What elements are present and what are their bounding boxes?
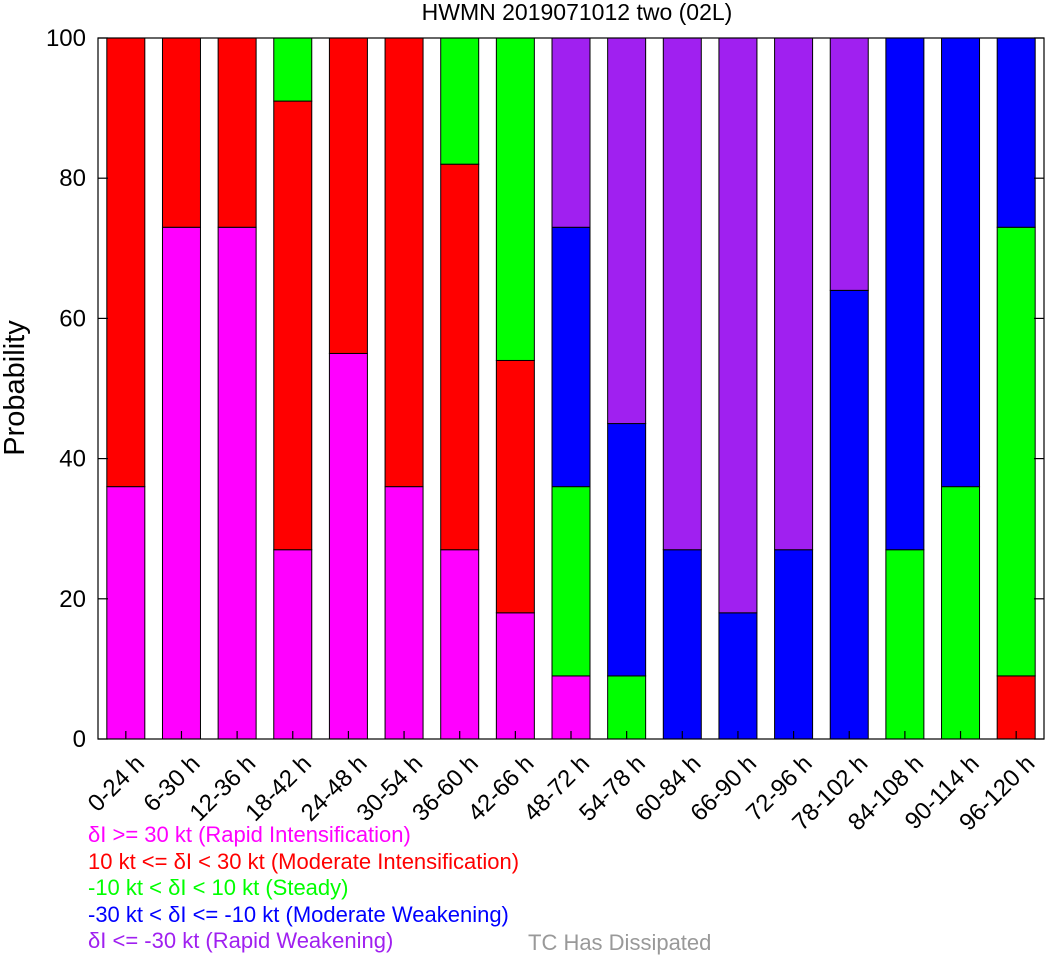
bar-segment-13-3 — [829, 289, 869, 740]
bar-segment-9-4 — [607, 37, 647, 425]
bar-segment-10-3 — [662, 549, 702, 740]
bar-segment-9-3 — [607, 423, 647, 677]
bar-segment-7-2 — [495, 37, 535, 361]
y-tick-label-4: 80 — [59, 165, 86, 192]
y-tick-label-2: 40 — [59, 446, 86, 473]
bar-segment-8-4 — [551, 37, 591, 228]
bar-segment-9-2 — [607, 675, 647, 740]
bar-segment-11-4 — [718, 37, 758, 614]
bar-segment-4-0 — [328, 352, 368, 740]
bar-segment-12-3 — [774, 549, 814, 740]
y-tick-label-3: 60 — [59, 305, 86, 332]
chart-title: HWMN 2019071012 two (02L) — [422, 0, 733, 25]
y-tick-label-0: 0 — [73, 726, 86, 753]
bar-segment-6-2 — [440, 37, 480, 165]
y-axis-label: Probability — [0, 320, 31, 456]
bar-segment-8-2 — [551, 486, 591, 677]
legend-dissipated: TC Has Dissipated — [528, 930, 712, 955]
bar-segment-8-3 — [551, 226, 591, 488]
bar-segment-15-2 — [941, 486, 981, 740]
bar-segment-7-0 — [495, 612, 535, 740]
bar-segment-16-3 — [996, 37, 1036, 228]
legend: δI >= 30 kt (Rapid Intensification) 10 kt… — [88, 822, 519, 955]
bar-segment-14-2 — [885, 549, 925, 740]
bar-segment-0-1 — [106, 37, 146, 488]
bar-segment-1-1 — [161, 37, 201, 228]
bar-segment-4-1 — [328, 37, 368, 354]
bar-segment-5-0 — [384, 486, 424, 740]
x-axis: 0-24 h6-30 h12-36 h18-42 h24-48 h30-54 h… — [83, 731, 1040, 836]
legend-item-3: -30 kt < δI <= -10 kt (Moderate Weakenin… — [88, 901, 509, 927]
bar-segment-6-1 — [440, 163, 480, 551]
legend-item-1: 10 kt <= δI < 30 kt (Moderate Intensific… — [88, 848, 520, 874]
x-tick-label-0: 0-24 h — [83, 750, 150, 817]
bar-segment-10-4 — [662, 37, 702, 551]
bar-segment-3-0 — [273, 549, 313, 740]
y-axis: 0 20 40 60 80 100 — [46, 25, 1044, 753]
bar-segment-11-3 — [718, 612, 758, 740]
bar-segment-7-1 — [495, 359, 535, 614]
legend-item-4: δI <= -30 kt (Rapid Weakening) — [88, 928, 394, 953]
bar-segment-12-4 — [774, 37, 814, 551]
y-tick-label-1: 20 — [59, 586, 86, 613]
bar-segment-1-0 — [161, 226, 201, 740]
bars — [106, 37, 1036, 740]
bar-segment-5-1 — [384, 37, 424, 488]
bar-segment-2-0 — [217, 226, 257, 740]
bar-segment-3-1 — [273, 100, 313, 551]
legend-item-2: -10 kt < δI < 10 kt (Steady) — [88, 875, 349, 900]
bar-segment-3-2 — [273, 37, 313, 102]
y-tick-label-5: 100 — [46, 25, 86, 52]
bar-segment-16-2 — [996, 226, 1036, 677]
bar-segment-16-1 — [996, 675, 1036, 740]
bar-segment-13-4 — [829, 37, 869, 291]
legend-item-0: δI >= 30 kt (Rapid Intensification) — [88, 822, 411, 847]
bar-segment-14-3 — [885, 37, 925, 551]
bar-segment-2-1 — [217, 37, 257, 228]
bar-segment-15-3 — [941, 37, 981, 488]
bar-segment-8-0 — [551, 675, 591, 740]
bar-segment-6-0 — [440, 549, 480, 740]
bar-segment-0-0 — [106, 486, 146, 740]
